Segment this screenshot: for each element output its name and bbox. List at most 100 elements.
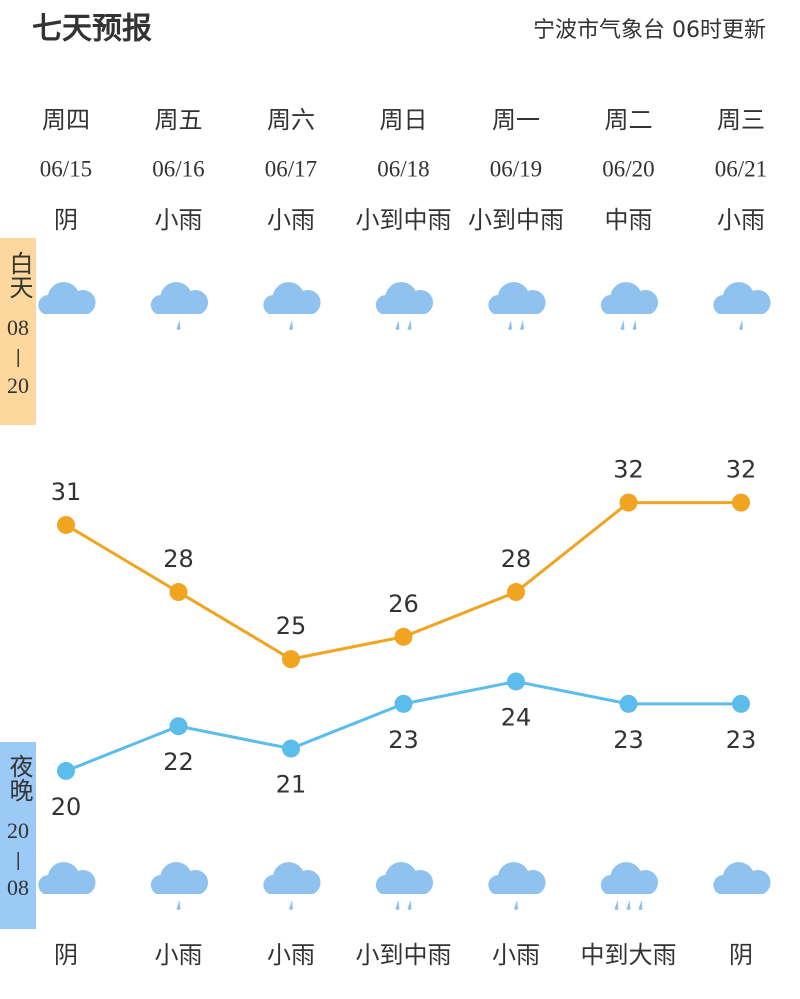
temp-label: 23 bbox=[726, 726, 757, 754]
date: 06/20 bbox=[602, 156, 654, 181]
cloud bbox=[150, 282, 209, 314]
weather-icon bbox=[38, 862, 96, 894]
day-weather: 小到中雨 bbox=[468, 206, 564, 234]
raindrop bbox=[407, 900, 412, 910]
day-tab-end: 20 bbox=[7, 373, 29, 398]
temp-point bbox=[282, 739, 300, 758]
temp-point bbox=[732, 493, 750, 512]
weather-icon bbox=[38, 282, 96, 314]
date: 06/18 bbox=[377, 156, 429, 181]
title: 七天预报 bbox=[32, 12, 152, 47]
night-weather: 小到中雨 bbox=[356, 941, 452, 969]
temp-label: 20 bbox=[51, 793, 82, 821]
temp-label: 28 bbox=[501, 545, 532, 573]
day-weather: 小雨 bbox=[155, 206, 203, 234]
day-tab-start: 08 bbox=[7, 315, 29, 340]
weekday: 周六 bbox=[267, 106, 315, 134]
temp-label: 28 bbox=[163, 545, 194, 573]
cloud bbox=[263, 862, 321, 894]
raindrop bbox=[176, 320, 181, 331]
night-weather: 中到大雨 bbox=[581, 941, 677, 969]
weather-icon bbox=[263, 282, 321, 331]
temp-point bbox=[394, 694, 413, 713]
weekday: 周二 bbox=[605, 106, 653, 134]
night-weather: 阴 bbox=[54, 941, 78, 969]
temp-label: 22 bbox=[163, 748, 194, 776]
temp-point bbox=[169, 583, 188, 602]
night-weather: 阴 bbox=[729, 941, 753, 969]
date: 06/15 bbox=[40, 156, 92, 181]
weekday: 周五 bbox=[155, 106, 203, 134]
weather-icon bbox=[600, 282, 659, 331]
cloud bbox=[713, 282, 771, 314]
weather-icon bbox=[150, 282, 209, 331]
weather-icon bbox=[488, 282, 546, 331]
day-weather: 小雨 bbox=[267, 206, 315, 234]
cloud bbox=[38, 282, 96, 314]
raindrop bbox=[407, 320, 412, 331]
cloud bbox=[150, 862, 209, 894]
temp-point bbox=[507, 583, 525, 602]
weather-icon bbox=[488, 862, 546, 911]
temp-point bbox=[732, 694, 750, 713]
cloud bbox=[713, 862, 771, 894]
temp-label: 23 bbox=[613, 726, 644, 754]
night-tab-sep: — bbox=[8, 851, 32, 871]
day-weather: 小雨 bbox=[717, 206, 765, 234]
day-weather: 中雨 bbox=[605, 206, 653, 234]
day-weather: 小到中雨 bbox=[356, 206, 452, 234]
raindrop bbox=[620, 320, 625, 331]
date: 06/21 bbox=[715, 156, 767, 181]
night-tab-name: 夜晚 bbox=[5, 754, 33, 802]
raindrop bbox=[632, 320, 637, 331]
raindrop bbox=[508, 320, 512, 331]
weather-icon bbox=[375, 862, 434, 910]
temp-point bbox=[619, 694, 638, 713]
cloud bbox=[263, 282, 321, 314]
date: 06/17 bbox=[265, 156, 317, 181]
temp-point bbox=[57, 761, 75, 780]
cloud bbox=[488, 282, 546, 314]
weekday: 周日 bbox=[380, 106, 428, 134]
day-tab bbox=[0, 238, 36, 425]
date: 06/19 bbox=[490, 156, 542, 181]
night-tab-start: 20 bbox=[7, 818, 29, 843]
temp-point bbox=[507, 672, 525, 691]
night-weather: 小雨 bbox=[155, 941, 203, 969]
raindrop bbox=[289, 900, 293, 910]
temp-point bbox=[57, 515, 75, 534]
date: 06/16 bbox=[152, 156, 204, 181]
weather-icon bbox=[600, 862, 659, 911]
temp-label: 32 bbox=[726, 456, 757, 484]
night-weather: 小雨 bbox=[492, 941, 540, 969]
raindrop bbox=[626, 900, 631, 911]
weekday: 周一 bbox=[492, 106, 540, 134]
weekday: 周四 bbox=[42, 106, 90, 134]
cloud bbox=[600, 282, 659, 314]
temp-point bbox=[619, 493, 638, 512]
temp-label: 31 bbox=[51, 478, 82, 506]
weather-icon bbox=[375, 282, 434, 331]
cloud bbox=[375, 282, 434, 314]
temp-point bbox=[169, 717, 188, 736]
temp-point bbox=[282, 650, 300, 669]
temp-label: 23 bbox=[388, 726, 419, 754]
cloud bbox=[375, 862, 434, 894]
weather-icon bbox=[263, 862, 321, 910]
raindrop bbox=[520, 320, 524, 331]
raindrop bbox=[395, 900, 400, 910]
temp-label: 32 bbox=[613, 456, 644, 484]
day-tab-sep: — bbox=[8, 348, 32, 368]
weather-icon bbox=[713, 862, 771, 894]
temp-label: 24 bbox=[501, 703, 532, 731]
raindrop bbox=[514, 900, 518, 911]
cloud bbox=[38, 862, 96, 894]
night-tab bbox=[0, 742, 36, 929]
day-weather: 阴 bbox=[54, 206, 78, 234]
weekday: 周三 bbox=[717, 106, 765, 134]
temp-label: 25 bbox=[276, 612, 307, 640]
source: 宁波市气象台 06时更新 bbox=[533, 18, 766, 43]
raindrop bbox=[395, 320, 400, 331]
raindrop bbox=[638, 900, 643, 910]
